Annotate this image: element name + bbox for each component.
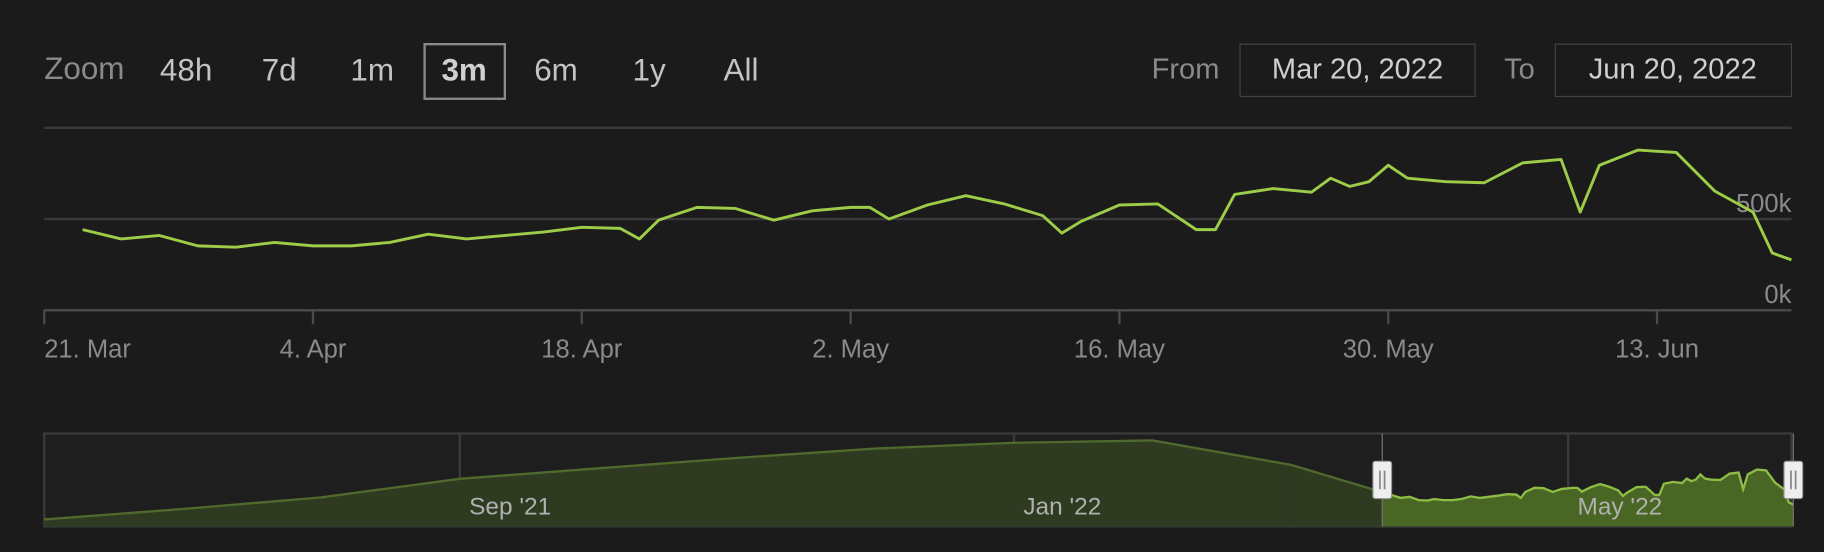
zoom-option[interactable]: 1y bbox=[633, 52, 666, 87]
navigator-selected-fill bbox=[1382, 469, 1794, 527]
y-tick-label: 0k bbox=[1764, 281, 1791, 309]
to-label: To bbox=[1504, 54, 1535, 86]
navigator-bridge bbox=[1291, 464, 1392, 527]
navigator-handle[interactable] bbox=[1783, 460, 1804, 500]
zoom-option[interactable]: All bbox=[724, 52, 759, 87]
zoom-option[interactable]: 7d bbox=[262, 52, 297, 87]
from-value[interactable]: Mar 20, 2022 bbox=[1272, 54, 1443, 86]
x-tick-label: 2. May bbox=[812, 336, 889, 364]
x-tick-label: 4. Apr bbox=[280, 336, 347, 364]
navigator-selected-line bbox=[1391, 468, 1794, 506]
x-tick-label: 18. Apr bbox=[541, 336, 623, 364]
zoom-option[interactable]: 3m bbox=[441, 52, 486, 87]
navigator-tick-label: Sep '21 bbox=[469, 493, 551, 520]
x-tick-label: 30. May bbox=[1343, 336, 1434, 364]
from-input[interactable] bbox=[1239, 43, 1476, 98]
to-value[interactable]: Jun 20, 2022 bbox=[1589, 54, 1757, 86]
navigator-area-line bbox=[44, 439, 1292, 521]
y-tick-label: 500k bbox=[1736, 190, 1792, 218]
zoom-option[interactable]: 1m bbox=[350, 52, 394, 87]
x-tick-label: 21. Mar bbox=[44, 336, 131, 364]
series-line bbox=[82, 148, 1792, 262]
navigator-area-fill bbox=[44, 440, 1292, 527]
from-label: From bbox=[1152, 54, 1220, 86]
x-tick-label: 13. Jun bbox=[1615, 336, 1699, 364]
navigator-handle[interactable] bbox=[1372, 460, 1393, 500]
x-tick-label: 16. May bbox=[1074, 336, 1165, 364]
zoom-button-selected[interactable] bbox=[423, 42, 507, 100]
navigator-tick-label: Jan '22 bbox=[1023, 493, 1101, 520]
to-input[interactable] bbox=[1554, 43, 1793, 98]
zoom-label: Zoom bbox=[44, 51, 124, 86]
zoom-option[interactable]: 6m bbox=[534, 52, 578, 87]
zoom-option[interactable]: 48h bbox=[160, 52, 212, 87]
navigator-tick-label: May '22 bbox=[1578, 493, 1663, 520]
